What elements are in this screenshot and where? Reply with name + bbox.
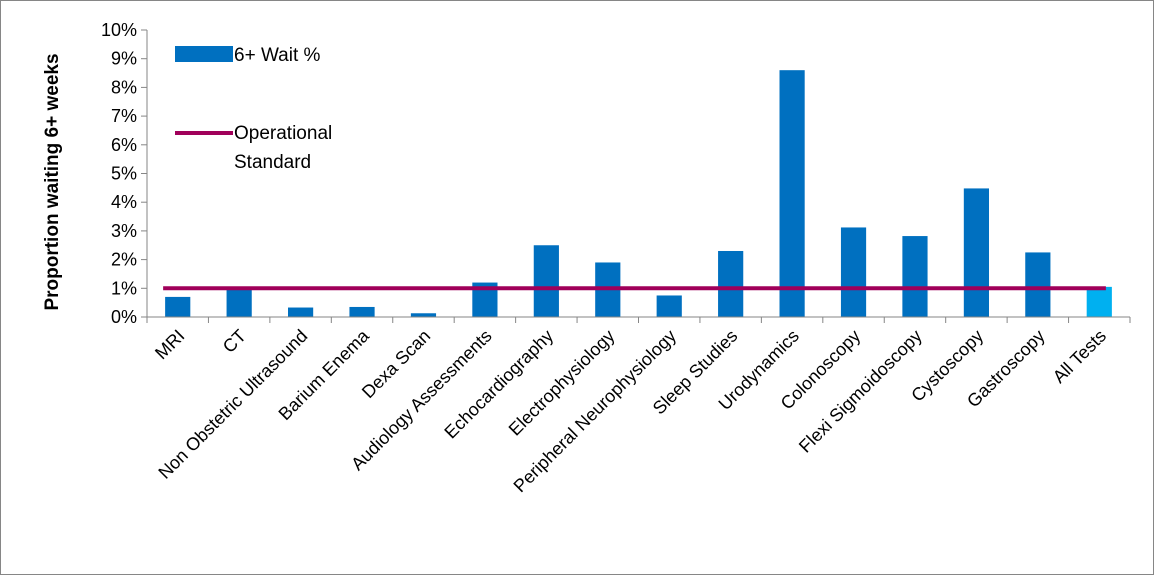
- x-tick-label: Electrophysiology: [505, 326, 619, 440]
- bar-urodynamics: [779, 70, 805, 318]
- y-tick-label: 2%: [111, 250, 137, 270]
- x-tick-label: Flexi Sigmoidoscopy: [795, 326, 926, 457]
- bar-barium-enema: [349, 306, 375, 317]
- bar-mri: [165, 296, 191, 317]
- bar-echocardiography: [533, 245, 559, 317]
- x-tick-label: Echocardiography: [440, 326, 557, 443]
- bar-non-obstetric-ultrasound: [287, 307, 314, 317]
- bar-ct: [226, 286, 252, 317]
- bar-flexi-sigmoidoscopy: [902, 236, 928, 317]
- y-tick-label: 1%: [111, 278, 137, 298]
- bar-all-tests: [1086, 286, 1112, 317]
- bar-sleep-studies: [718, 250, 744, 317]
- y-tick-label: 7%: [111, 106, 137, 126]
- legend-label-wait: 6+ Wait %: [234, 45, 321, 66]
- y-tick-label: 9%: [111, 49, 137, 69]
- bar-colonoscopy: [840, 227, 867, 317]
- y-tick-label: 6%: [111, 135, 137, 155]
- legend-label-line: Standard: [234, 152, 311, 173]
- y-axis-ticks: 0% 1% 2% 3% 4% 5% 6% 7% 8% 9% 10%: [101, 20, 147, 327]
- x-tick-label: All Tests: [1049, 326, 1110, 387]
- bar-peripheral-neurophysiology: [656, 295, 682, 317]
- x-tick-label: MRI: [151, 326, 188, 363]
- y-tick-label: 8%: [111, 77, 137, 97]
- bar-dexa-scan: [410, 313, 437, 317]
- legend: 6+ Wait % Operational Standard: [175, 45, 332, 173]
- bars: [165, 70, 1112, 318]
- y-tick-label: 4%: [111, 192, 137, 212]
- bar-gastroscopy: [1025, 252, 1051, 317]
- legend-swatch-wait: [175, 46, 233, 62]
- legend-label-line: Operational: [234, 123, 332, 144]
- legend-label-standard: Operational Standard: [234, 123, 332, 173]
- y-axis-title: Proportion waiting 6+ weeks: [42, 53, 63, 310]
- x-tick-label: CT: [219, 326, 250, 357]
- y-tick-label: 10%: [101, 20, 137, 40]
- bar-cystoscopy: [963, 188, 990, 317]
- y-tick-label: 5%: [111, 164, 137, 184]
- y-tick-label: 0%: [111, 307, 137, 327]
- y-tick-label: 3%: [111, 221, 137, 241]
